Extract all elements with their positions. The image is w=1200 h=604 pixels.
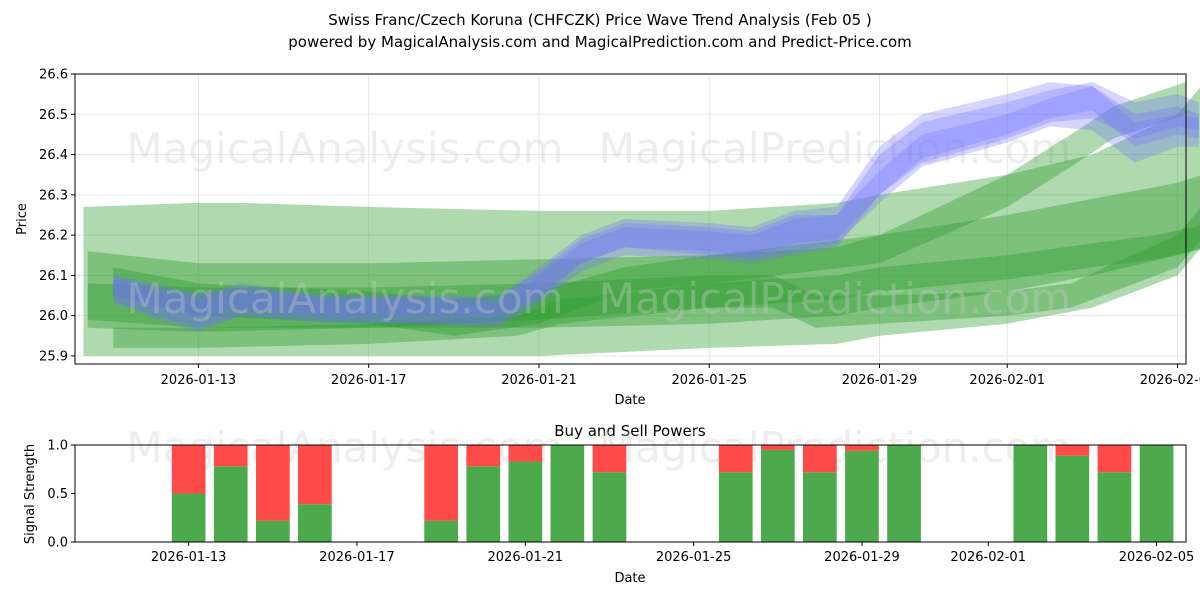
buy-power-bar [466,466,500,542]
power-y-axis-label: Signal Strength [23,444,38,544]
price-chart: MagicalAnalysis.com MagicalPrediction.co… [15,68,1200,409]
sell-power-bar [1098,445,1132,472]
buy-power-bar [551,445,585,542]
power-x-tick-label: 2026-01-21 [488,550,564,565]
sell-power-bar [298,445,332,504]
price-x-ticks: 2026-01-13 2026-01-17 2026-01-21 2026-01-25… [161,364,1200,388]
price-x-tick-label: 2026-01-17 [331,373,407,388]
power-x-tick-label: 2026-01-13 [151,550,227,565]
buy-power-bar [593,472,627,542]
price-y-tick-label: 26.0 [39,309,68,324]
buy-power-bar [1098,472,1132,542]
buy-power-bar [424,521,458,542]
price-x-axis-label: Date [614,393,645,408]
sell-power-bar [172,445,206,494]
power-x-ticks: 2026-01-13 2026-01-17 2026-01-21 2026-01-25… [151,542,1194,565]
sell-power-bar [719,445,753,472]
sell-power-bar [424,445,458,521]
price-x-tick-label: 2026-01-21 [501,373,577,388]
buy-power-bar [845,451,879,542]
buy-power-bar [1056,456,1090,542]
power-x-tick-label: 2026-01-17 [319,550,395,565]
price-y-axis-label: Price [15,203,30,235]
watermark-top-left: MagicalAnalysis.com [127,124,564,173]
power-x-tick-label: 2026-02-05 [1119,550,1195,565]
sell-power-bar [761,445,795,450]
price-y-tick-label: 26.6 [39,68,68,83]
buy-power-bar [1140,445,1174,542]
sell-power-bar [214,445,248,466]
figure-title-line2: powered by MagicalAnalysis.com and Magic… [288,33,912,51]
sell-power-bar [845,445,879,451]
power-x-tick-label: 2026-01-25 [656,550,732,565]
buy-power-bar [214,466,248,542]
power-y-tick-label: 0.5 [47,487,68,502]
power-x-axis-label: Date [614,571,645,586]
power-y-ticks: 0.0 0.5 1.0 [47,439,75,551]
buy-power-bar [1014,445,1048,542]
figure-title-line1: Swiss Franc/Czech Koruna (CHFCZK) Price … [328,11,872,29]
watermark-mid-left: MagicalAnalysis.com [127,274,564,323]
sell-power-bar [256,445,290,521]
price-y-tick-label: 26.1 [39,269,68,284]
watermark-mid-right: MagicalPrediction.com [599,274,1072,323]
price-y-ticks: 25.9 26.0 26.1 26.2 26.3 26.4 26.5 26.6 [39,68,75,365]
buy-power-bar [803,472,837,542]
power-y-tick-label: 0.0 [47,536,68,551]
price-x-tick-label: 2026-01-29 [842,373,918,388]
sell-power-bar [466,445,500,466]
buy-power-bar [298,504,332,542]
power-chart: Buy and Sell Powers MagicalAnalysis.com … [23,422,1194,586]
buy-power-bar [256,521,290,542]
power-x-tick-label: 2026-01-29 [824,550,900,565]
sell-power-bar [593,445,627,472]
power-x-tick-label: 2026-02-01 [950,550,1026,565]
sell-power-bar [509,445,543,462]
price-y-tick-label: 26.5 [39,108,68,123]
buy-power-bar [761,450,795,542]
price-x-tick-label: 2026-01-25 [671,373,747,388]
price-x-tick-label: 2026-02-01 [969,373,1045,388]
buy-power-bar [887,445,921,542]
power-y-tick-label: 1.0 [47,439,68,454]
sell-power-bar [803,445,837,472]
buy-power-bar [719,472,753,542]
price-x-tick-label: 2026-01-13 [161,373,237,388]
buy-power-bar [509,462,543,543]
sell-power-bar [1056,445,1090,456]
price-y-tick-label: 26.2 [39,229,68,244]
price-y-tick-label: 25.9 [39,349,68,364]
price-y-tick-label: 26.3 [39,188,68,203]
price-x-tick-label: 2026-02-05 [1140,373,1200,388]
buy-power-bar [172,494,206,543]
price-y-tick-label: 26.4 [39,148,68,163]
